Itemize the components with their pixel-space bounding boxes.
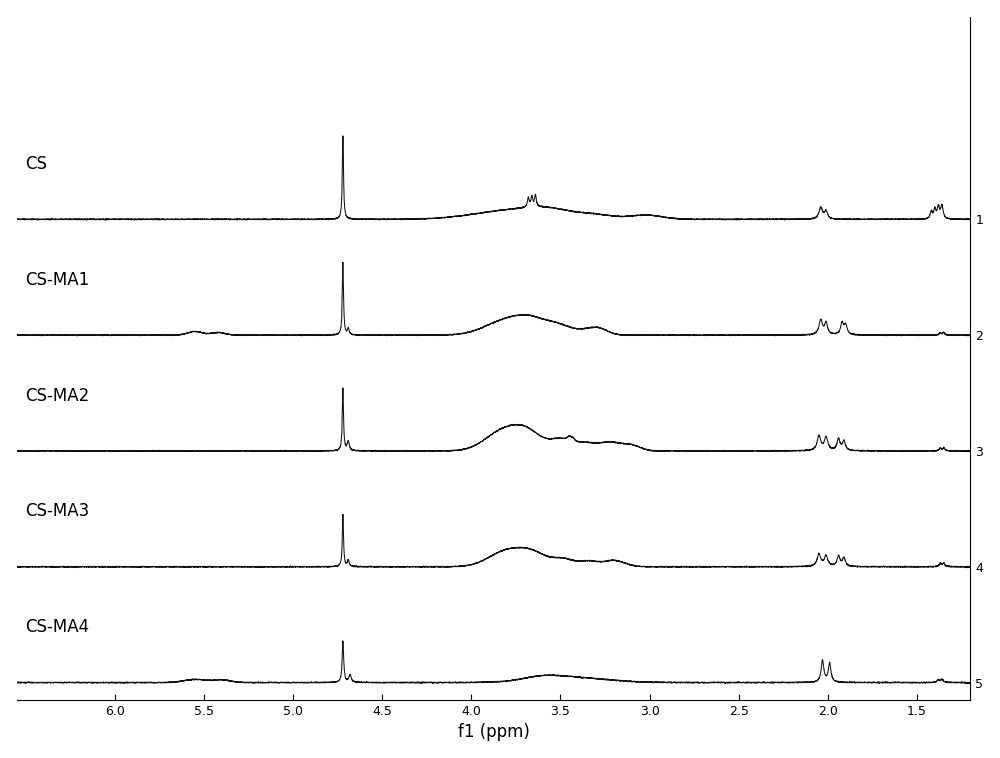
Text: CS-MA3: CS-MA3 (26, 503, 90, 521)
Text: CS-MA1: CS-MA1 (26, 271, 90, 289)
X-axis label: f1 (ppm): f1 (ppm) (458, 723, 530, 741)
Text: CS: CS (26, 155, 48, 173)
Text: CS-MA4: CS-MA4 (26, 619, 90, 636)
Text: CS-MA2: CS-MA2 (26, 387, 90, 405)
